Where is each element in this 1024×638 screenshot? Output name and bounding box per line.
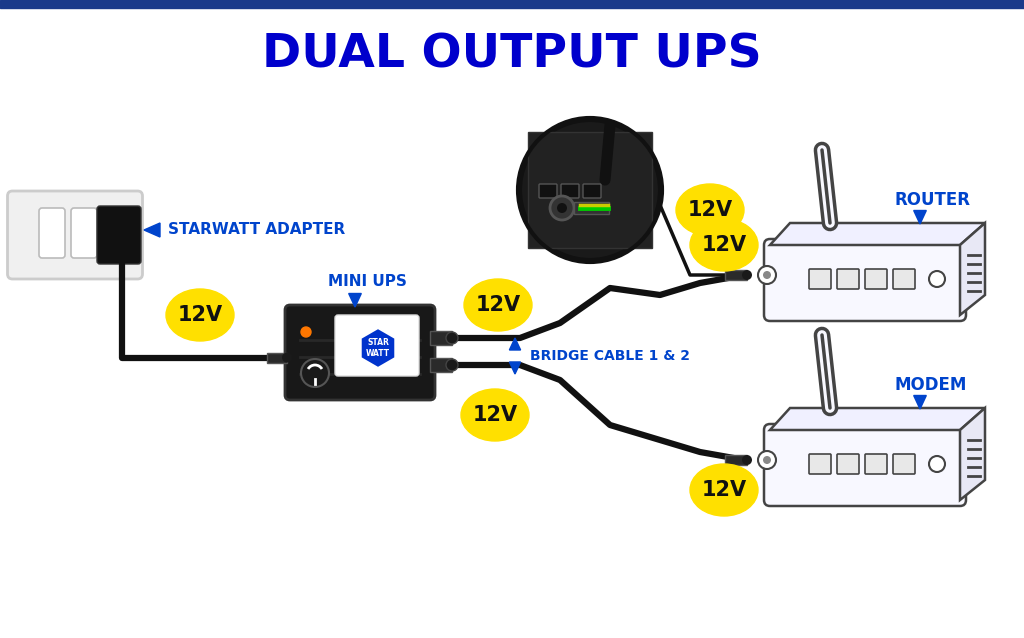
Circle shape xyxy=(763,456,771,464)
Circle shape xyxy=(929,271,945,287)
FancyBboxPatch shape xyxy=(7,191,142,279)
FancyBboxPatch shape xyxy=(764,239,966,321)
Ellipse shape xyxy=(464,279,532,331)
Circle shape xyxy=(758,451,776,469)
Polygon shape xyxy=(770,223,985,245)
Ellipse shape xyxy=(676,184,744,236)
Circle shape xyxy=(520,120,660,260)
FancyBboxPatch shape xyxy=(837,269,859,289)
FancyBboxPatch shape xyxy=(39,208,65,258)
Text: MODEM: MODEM xyxy=(895,376,968,394)
FancyBboxPatch shape xyxy=(837,454,859,474)
Circle shape xyxy=(742,270,752,280)
FancyBboxPatch shape xyxy=(335,315,419,376)
FancyBboxPatch shape xyxy=(583,184,601,198)
Polygon shape xyxy=(913,396,927,409)
Bar xyxy=(725,455,746,465)
Circle shape xyxy=(446,332,458,344)
Text: BRIDGE CABLE 1 & 2: BRIDGE CABLE 1 & 2 xyxy=(530,349,690,363)
Text: 12V: 12V xyxy=(475,295,520,315)
FancyBboxPatch shape xyxy=(865,454,887,474)
Text: MINI UPS: MINI UPS xyxy=(328,274,407,290)
Polygon shape xyxy=(961,223,985,315)
Ellipse shape xyxy=(690,219,758,271)
FancyBboxPatch shape xyxy=(893,454,915,474)
FancyBboxPatch shape xyxy=(97,206,141,264)
FancyBboxPatch shape xyxy=(809,454,831,474)
Text: STARWATT ADAPTER: STARWATT ADAPTER xyxy=(168,223,345,237)
Polygon shape xyxy=(509,338,520,350)
Polygon shape xyxy=(913,211,927,224)
FancyBboxPatch shape xyxy=(865,269,887,289)
Circle shape xyxy=(550,196,574,220)
Circle shape xyxy=(929,456,945,472)
Bar xyxy=(0,0,1024,8)
Ellipse shape xyxy=(461,389,529,441)
Bar xyxy=(267,353,287,362)
FancyBboxPatch shape xyxy=(71,208,97,258)
Circle shape xyxy=(557,203,567,213)
Text: DUAL OUTPUT UPS: DUAL OUTPUT UPS xyxy=(262,33,762,77)
Text: ROUTER: ROUTER xyxy=(895,191,971,209)
FancyBboxPatch shape xyxy=(809,269,831,289)
Polygon shape xyxy=(961,408,985,500)
Text: 12V: 12V xyxy=(687,200,732,220)
Ellipse shape xyxy=(690,464,758,516)
Text: 12V: 12V xyxy=(177,305,222,325)
Circle shape xyxy=(301,327,311,337)
Bar xyxy=(574,202,609,214)
Ellipse shape xyxy=(166,289,234,341)
Polygon shape xyxy=(144,223,160,237)
Polygon shape xyxy=(770,408,985,430)
Bar xyxy=(528,132,652,248)
Circle shape xyxy=(758,266,776,284)
Text: STAR
WATT: STAR WATT xyxy=(366,338,390,358)
FancyBboxPatch shape xyxy=(539,184,557,198)
Polygon shape xyxy=(360,328,395,368)
Polygon shape xyxy=(349,293,361,307)
Circle shape xyxy=(282,353,292,362)
Bar xyxy=(430,331,452,345)
Circle shape xyxy=(742,455,752,465)
Polygon shape xyxy=(509,362,520,374)
Circle shape xyxy=(446,359,458,371)
FancyBboxPatch shape xyxy=(893,269,915,289)
FancyBboxPatch shape xyxy=(561,184,579,198)
Circle shape xyxy=(301,359,329,387)
Circle shape xyxy=(763,271,771,279)
Text: 12V: 12V xyxy=(701,235,746,255)
Bar xyxy=(430,358,452,372)
Text: 12V: 12V xyxy=(701,480,746,500)
FancyBboxPatch shape xyxy=(764,424,966,506)
Bar xyxy=(725,270,746,280)
FancyBboxPatch shape xyxy=(285,305,435,400)
Text: 12V: 12V xyxy=(472,405,517,425)
